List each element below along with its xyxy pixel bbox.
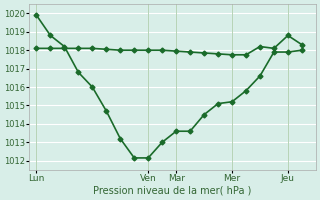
X-axis label: Pression niveau de la mer( hPa ): Pression niveau de la mer( hPa ) bbox=[93, 186, 252, 196]
